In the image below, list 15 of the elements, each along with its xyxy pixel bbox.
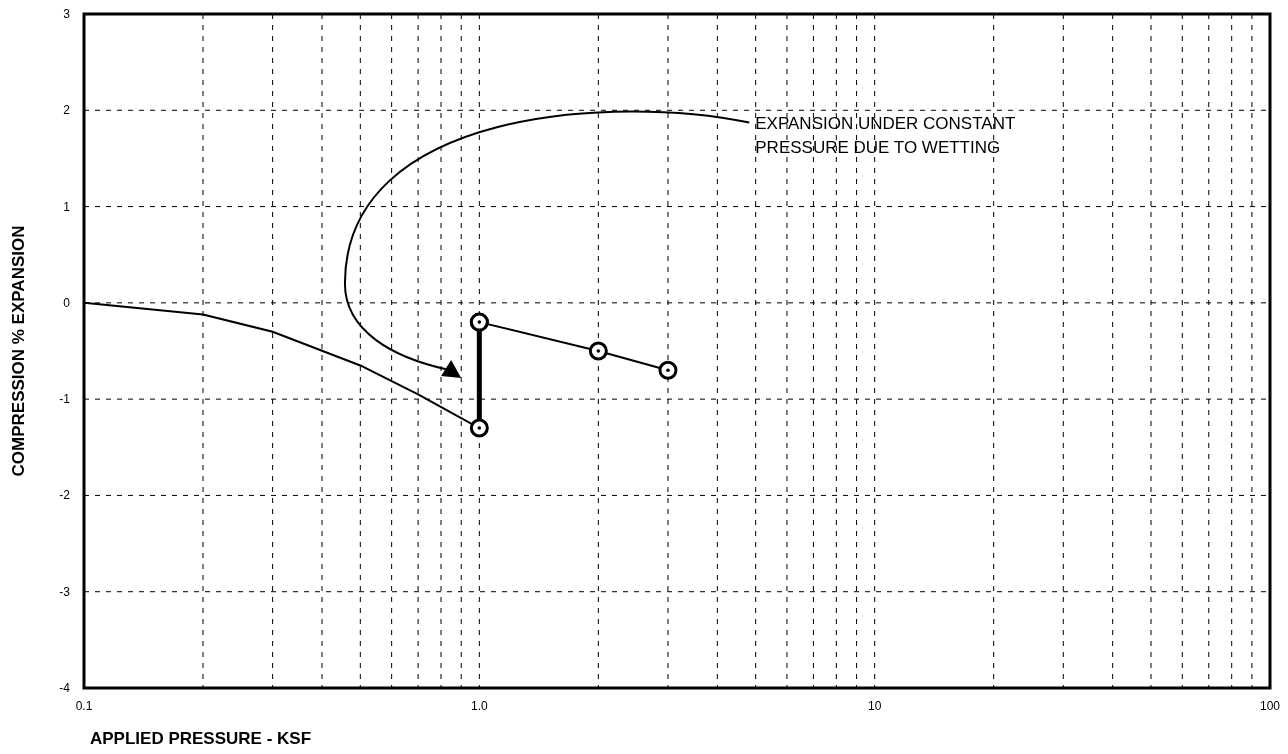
x-tick-label: 1.0 xyxy=(470,699,488,713)
y-tick-label: -1 xyxy=(59,392,71,407)
x-tick-label: 100 xyxy=(1259,699,1281,713)
y-tick-label: -4 xyxy=(59,681,71,695)
y-tick-label: 1 xyxy=(63,199,71,214)
x-tick-label: 10 xyxy=(867,699,882,713)
y-axis-title: COMPRESSION % EXPANSION xyxy=(9,225,28,477)
x-tick-label: 0.1 xyxy=(75,699,93,713)
y-tick-label: 0 xyxy=(63,295,71,310)
x-axis-title: APPLIED PRESSURE - KSF xyxy=(90,729,312,748)
y-tick-label: -3 xyxy=(59,584,71,599)
y-tick-label: 2 xyxy=(63,103,71,118)
annotation: EXPANSION UNDER CONSTANT PRESSURE DUE TO WETTING xyxy=(755,113,1016,157)
y-tick-label: -2 xyxy=(59,488,71,503)
y-tick-label: 3 xyxy=(63,7,71,21)
